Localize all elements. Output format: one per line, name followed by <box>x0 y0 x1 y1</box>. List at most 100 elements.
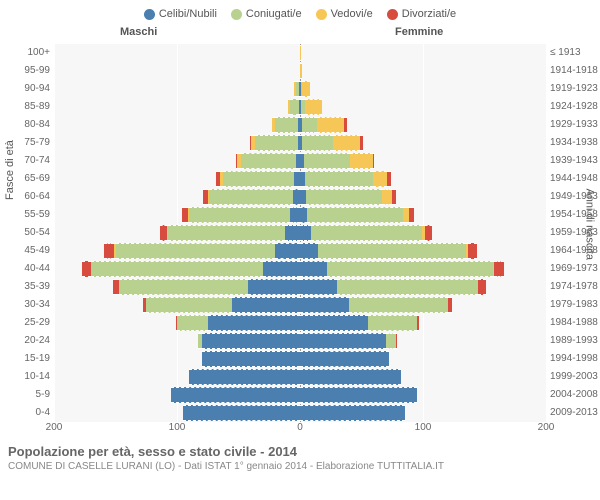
bar-segment <box>392 189 396 205</box>
bar-female <box>300 135 363 151</box>
age-label: 30-34 <box>4 296 54 314</box>
age-label: 20-24 <box>4 332 54 350</box>
bar-male <box>288 99 300 115</box>
age-label: 45-49 <box>4 242 54 260</box>
bar-segment <box>300 243 318 259</box>
bar-segment <box>305 99 322 115</box>
age-label: 65-69 <box>4 170 54 188</box>
bar-segment <box>209 189 293 205</box>
bar-segment <box>290 207 300 223</box>
bar-segment <box>146 297 232 313</box>
birth-year-label: 1964-1968 <box>546 242 600 260</box>
bar-male <box>203 189 300 205</box>
bar-segment <box>300 405 405 421</box>
bar-segment <box>300 297 349 313</box>
bar-female <box>300 279 486 295</box>
age-label: 15-19 <box>4 350 54 368</box>
birth-year-label: 1919-1923 <box>546 80 600 98</box>
age-row: 30-341979-1983 <box>54 296 546 314</box>
bar-female <box>300 387 417 403</box>
bar-female <box>300 207 414 223</box>
bar-female <box>300 351 389 367</box>
age-row: 0-42009-2013 <box>54 404 546 422</box>
bar-male <box>113 279 300 295</box>
bar-segment <box>300 333 386 349</box>
age-label: 75-79 <box>4 134 54 152</box>
age-label: 85-89 <box>4 98 54 116</box>
bar-segment <box>300 63 302 79</box>
chart-title: Popolazione per età, sesso e stato civil… <box>8 444 592 459</box>
birth-year-label: 1974-1978 <box>546 278 600 296</box>
bar-segment <box>91 261 263 277</box>
birth-year-label: 1929-1933 <box>546 116 600 134</box>
bar-segment <box>255 135 298 151</box>
legend-label: Divorziati/e <box>402 8 456 20</box>
bar-segment <box>333 135 360 151</box>
bar-male <box>216 171 300 187</box>
bar-segment <box>202 351 300 367</box>
bar-segment <box>189 369 300 385</box>
bar-segment <box>300 45 301 61</box>
bar-female <box>300 99 322 115</box>
bar-segment <box>304 153 351 169</box>
bar-segment <box>300 369 401 385</box>
bar-male <box>198 333 300 349</box>
legend-item: Vedovi/e <box>316 8 373 20</box>
bar-segment <box>275 243 300 259</box>
bar-segment <box>417 315 419 331</box>
bar-segment <box>396 333 397 349</box>
birth-year-label: 1984-1988 <box>546 314 600 332</box>
bar-segment <box>232 297 300 313</box>
bar-segment <box>300 207 307 223</box>
birth-year-label: ≤ 1913 <box>546 44 600 62</box>
bar-segment <box>208 315 300 331</box>
birth-year-label: 1954-1958 <box>546 206 600 224</box>
bar-female <box>300 225 432 241</box>
bar-male <box>250 135 300 151</box>
age-label: 55-59 <box>4 206 54 224</box>
age-label: 95-99 <box>4 62 54 80</box>
age-row: 10-141999-2003 <box>54 368 546 386</box>
legend-swatch <box>144 9 155 20</box>
bar-female <box>300 45 301 61</box>
birth-year-label: 1939-1943 <box>546 152 600 170</box>
bar-male <box>104 243 300 259</box>
birth-year-label: 1924-1928 <box>546 98 600 116</box>
bar-female <box>300 153 374 169</box>
age-label: 80-84 <box>4 116 54 134</box>
legend-item: Divorziati/e <box>387 8 456 20</box>
bar-male <box>171 387 300 403</box>
bar-segment <box>263 261 300 277</box>
bar-segment <box>189 207 290 223</box>
birth-year-label: 1944-1948 <box>546 170 600 188</box>
legend-label: Vedovi/e <box>331 8 373 20</box>
age-row: 85-891924-1928 <box>54 98 546 116</box>
bar-segment <box>425 225 431 241</box>
bar-male <box>202 351 300 367</box>
bar-segment <box>373 171 388 187</box>
age-row: 40-441969-1973 <box>54 260 546 278</box>
bar-segment <box>302 135 333 151</box>
age-label: 40-44 <box>4 260 54 278</box>
bar-segment <box>293 189 300 205</box>
birth-year-label: 1989-1993 <box>546 332 600 350</box>
bar-female <box>300 333 397 349</box>
bar-segment <box>160 225 167 241</box>
bar-segment <box>300 261 327 277</box>
legend-swatch <box>231 9 242 20</box>
bar-female <box>300 261 504 277</box>
bar-segment <box>327 261 493 277</box>
bar-segment <box>307 207 403 223</box>
bar-segment <box>300 387 417 403</box>
x-axis: 2001000100200 <box>54 422 546 438</box>
bar-segment <box>302 81 309 97</box>
bar-segment <box>275 117 297 133</box>
population-pyramid: Celibi/NubiliConiugati/eVedovi/eDivorzia… <box>0 0 600 500</box>
age-label: 90-94 <box>4 80 54 98</box>
bar-female <box>300 117 347 133</box>
bar-segment <box>311 225 422 241</box>
birth-year-label: 1959-1963 <box>546 224 600 242</box>
bar-segment <box>409 207 414 223</box>
bar-female <box>300 81 310 97</box>
bar-segment <box>300 351 389 367</box>
